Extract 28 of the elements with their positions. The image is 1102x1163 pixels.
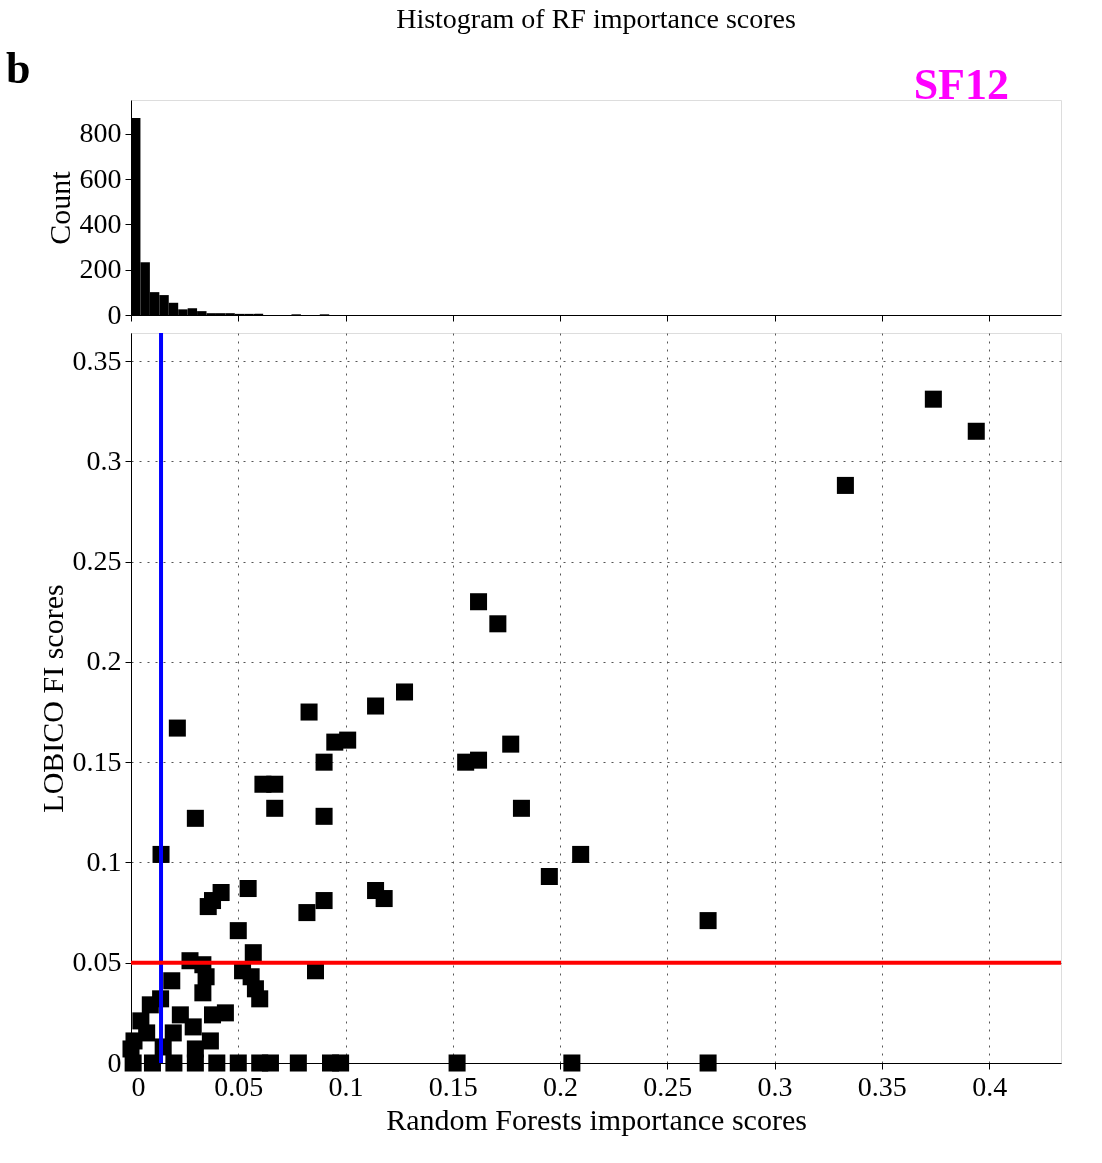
- y-tick-label: 400: [79, 207, 122, 239]
- y-tick-label: 0: [107, 298, 122, 330]
- y-tick-label: 0.15: [72, 745, 122, 777]
- y-tick-label: 0.2: [86, 645, 122, 677]
- x-tick-label: 0.4: [972, 1070, 1008, 1102]
- x-tick-label: 0.05: [214, 1070, 264, 1102]
- x-axis-title: Random Forests importance scores: [386, 1102, 807, 1136]
- chart-title: Histogram of RF importance scores: [396, 3, 796, 34]
- x-tick-label: 0.1: [328, 1070, 364, 1102]
- x-tick-label: 0.35: [857, 1070, 907, 1102]
- x-tick-label: 0.3: [757, 1070, 793, 1102]
- y-tick-label: 0.1: [86, 845, 122, 877]
- y-axis-title: Count: [42, 170, 76, 245]
- annotation: SF12: [913, 60, 1009, 109]
- x-tick-label: 0.2: [543, 1070, 579, 1102]
- x-tick-label: 0: [131, 1070, 146, 1102]
- y-tick-label: 0.05: [72, 946, 122, 978]
- x-tick-label: 0.15: [428, 1070, 478, 1102]
- text: b: [6, 44, 31, 93]
- y-tick-label: 800: [79, 117, 122, 149]
- y-axis-title: LOBICO FI scores: [35, 584, 69, 813]
- x-tick-label: 0.25: [643, 1070, 693, 1102]
- y-tick-label: 200: [79, 253, 122, 285]
- y-tick-label: 0.25: [72, 545, 122, 577]
- y-tick-label: 0.3: [86, 444, 122, 476]
- y-tick-label: 600: [79, 162, 122, 194]
- y-tick-label: 0: [107, 1046, 122, 1078]
- y-tick-label: 0.35: [72, 344, 122, 376]
